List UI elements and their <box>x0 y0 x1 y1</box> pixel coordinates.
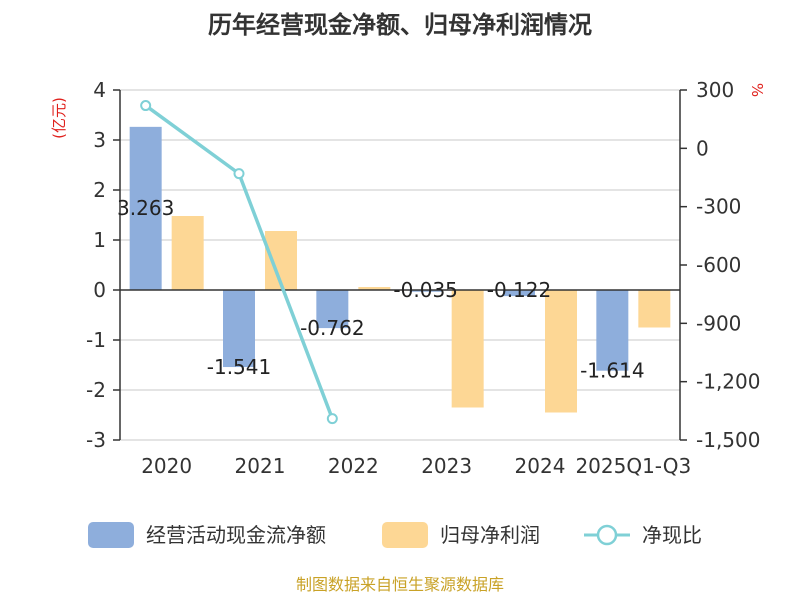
y-axis-right-ticks: 300 0 -300 -600 -900 -1,200 -1,500 <box>680 78 760 452</box>
source-note: 制图数据来自恒生聚源数据库 <box>296 575 504 594</box>
y-axis-right-unit: % <box>748 83 766 97</box>
y-right-tick-label: 0 <box>696 136 709 160</box>
cashflow-bar <box>596 290 629 371</box>
bars <box>129 126 671 413</box>
y-axis-left-ticks: 4 3 2 1 0 -1 -2 -3 <box>86 78 120 452</box>
y-left-tick-label: 3 <box>93 128 106 152</box>
legend-marker <box>596 524 618 546</box>
axes <box>119 90 681 440</box>
net-profit-bar <box>451 290 484 408</box>
y-left-tick-label: 4 <box>93 78 106 102</box>
cashflow-data-label: -1.541 <box>207 355 271 379</box>
legend-label: 净现比 <box>642 523 702 547</box>
cashflow-bar <box>316 290 349 329</box>
y-left-tick-label: -1 <box>86 328 106 352</box>
y-right-tick-label: -1,500 <box>696 428 760 452</box>
net-profit-bar <box>358 287 391 290</box>
y-left-tick-label: -3 <box>86 428 106 452</box>
legend: 经营活动现金流净额 归母净利润 净现比 <box>88 522 702 548</box>
y-left-tick-label: 2 <box>93 178 106 202</box>
y-left-tick-label: 1 <box>93 228 106 252</box>
legend-label: 经营活动现金流净额 <box>146 523 326 547</box>
y-right-tick-label: -1,200 <box>696 370 760 394</box>
cashflow-bar <box>223 290 255 368</box>
y-left-tick-label: 0 <box>93 278 106 302</box>
ratio-point <box>233 168 245 180</box>
x-tick-label: 2023 <box>421 454 472 478</box>
x-tick-label: 2025Q1-Q3 <box>575 454 691 478</box>
y-left-tick-label: -2 <box>86 378 106 402</box>
ratio-line <box>140 100 338 425</box>
chart-title: 历年经营现金净额、归母净利润情况 <box>208 11 592 39</box>
x-tick-label: 2020 <box>141 454 192 478</box>
data-labels: 3.263 -1.541 -0.762 -0.035 -0.122 -1.614 <box>117 196 645 383</box>
net-profit-bar <box>638 290 671 328</box>
cashflow-data-label: 3.263 <box>117 196 174 220</box>
legend-swatch <box>88 522 134 548</box>
x-tick-label: 2024 <box>515 454 566 478</box>
gridlines <box>120 89 680 441</box>
x-tick-label: 2021 <box>235 454 286 478</box>
cashflow-data-label: -0.122 <box>487 278 551 302</box>
ratio-point <box>140 100 152 112</box>
cashflow-data-label: -0.762 <box>300 316 364 340</box>
y-right-tick-label: -300 <box>696 195 741 219</box>
ratio-point <box>326 413 338 425</box>
x-tick-label: 2022 <box>328 454 379 478</box>
cashflow-bar <box>129 126 162 290</box>
y-right-tick-label: -900 <box>696 311 741 335</box>
x-axis-ticks: 2020 2021 2022 2023 2024 2025Q1-Q3 <box>141 454 691 478</box>
legend-label: 归母净利润 <box>440 523 540 547</box>
cashflow-bar <box>409 290 442 292</box>
net-profit-bar <box>171 216 204 290</box>
y-right-tick-label: -600 <box>696 253 741 277</box>
legend-swatch <box>382 522 428 548</box>
cashflow-data-label: -0.035 <box>393 278 457 302</box>
cashflow-bar <box>503 290 535 297</box>
y-right-tick-label: 300 <box>696 78 734 102</box>
cashflow-data-label: -1.614 <box>580 359 644 383</box>
net-profit-bar <box>545 290 577 413</box>
y-axis-left-unit: (亿元) <box>50 97 68 139</box>
